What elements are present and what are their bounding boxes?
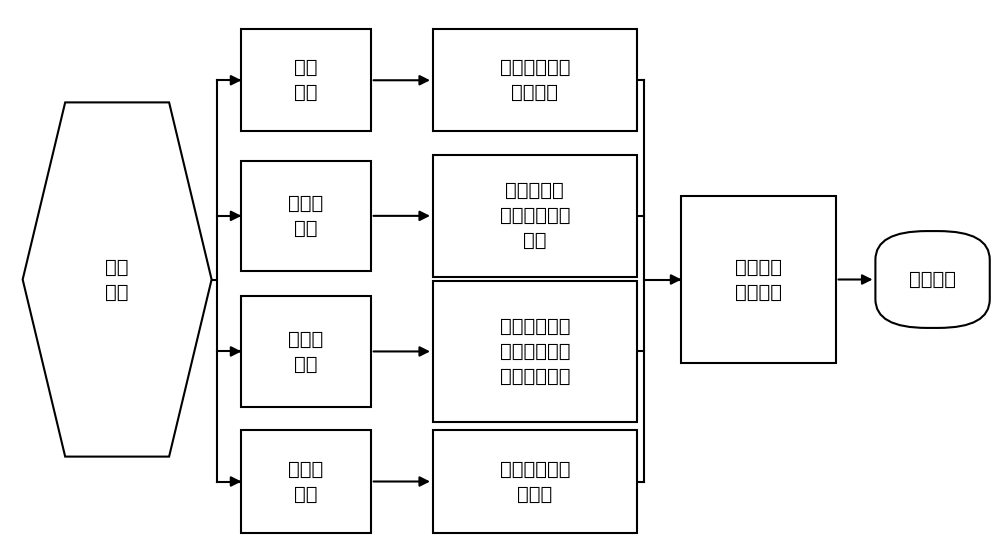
Text: 三维软件
耦合分析: 三维软件 耦合分析	[735, 258, 782, 301]
Bar	[241, 296, 371, 407]
Bar	[241, 29, 371, 131]
Text: 带摩擦和滑移
的接触: 带摩擦和滑移 的接触	[500, 459, 570, 504]
Bar	[433, 29, 637, 131]
Text: 压紧
系统: 压紧 系统	[105, 258, 129, 301]
Bar	[241, 160, 371, 271]
Text: 状态非
线性: 状态非 线性	[288, 459, 324, 504]
Text: 压紧载荷: 压紧载荷	[909, 270, 956, 289]
FancyBboxPatch shape	[875, 231, 990, 328]
Polygon shape	[23, 102, 212, 457]
Text: 材料非
线性: 材料非 线性	[288, 329, 324, 373]
Text: 修改燃料组件
结构参数: 修改燃料组件 结构参数	[500, 58, 570, 102]
Bar	[433, 155, 637, 277]
Bar	[433, 430, 637, 533]
Text: 多载荷步加
载、调整刚度
矩阵: 多载荷步加 载、调整刚度 矩阵	[500, 181, 570, 250]
Text: 本构关系、多
载荷步加载、
调整刚度矩阵: 本构关系、多 载荷步加载、 调整刚度矩阵	[500, 317, 570, 386]
Bar	[241, 430, 371, 533]
Text: 辐照
效应: 辐照 效应	[294, 58, 318, 102]
Bar	[433, 281, 637, 422]
Bar	[681, 196, 836, 363]
Text: 几何非
线性: 几何非 线性	[288, 194, 324, 238]
